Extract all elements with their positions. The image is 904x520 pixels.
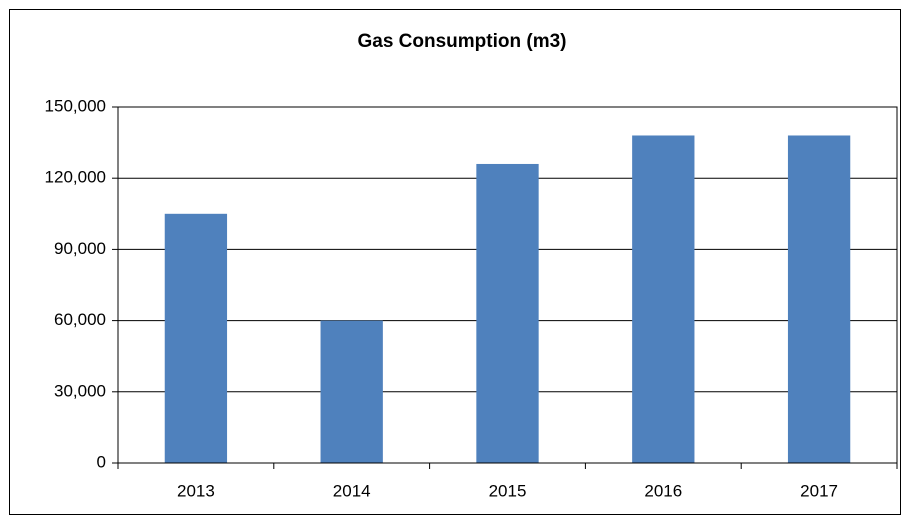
x-tick-label: 2016 <box>644 481 682 500</box>
bar <box>320 320 383 463</box>
y-tick-label: 60,000 <box>54 310 106 329</box>
y-tick-label: 90,000 <box>54 239 106 258</box>
x-tick-label: 2014 <box>333 481 371 500</box>
y-tick-label: 0 <box>97 452 106 471</box>
bar <box>476 163 539 463</box>
x-tick-label: 2015 <box>489 481 527 500</box>
chart-title: Gas Consumption (m3) <box>357 31 566 52</box>
y-tick-label: 120,000 <box>45 168 106 187</box>
y-tick-label: 150,000 <box>45 96 106 115</box>
bar <box>632 135 695 464</box>
chart-border <box>9 9 901 515</box>
x-tick-label: 2017 <box>800 481 838 500</box>
x-tick-label: 2013 <box>177 481 215 500</box>
y-tick-label: 30,000 <box>54 381 106 400</box>
bar <box>164 213 228 463</box>
bar <box>787 135 851 464</box>
